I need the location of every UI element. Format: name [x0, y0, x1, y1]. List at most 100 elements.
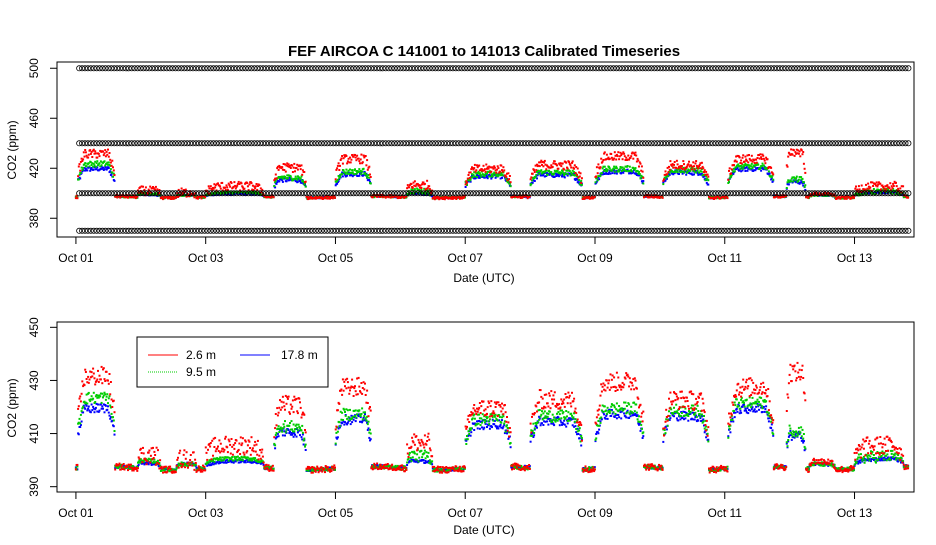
- top-series-point: [472, 176, 474, 178]
- top-series-point: [256, 183, 258, 185]
- bottom-series-point: [106, 409, 108, 411]
- top-x-tick-label: Oct 01: [58, 251, 94, 265]
- top-series-point: [729, 167, 731, 169]
- top-series-point: [802, 151, 804, 153]
- top-series-point: [622, 158, 624, 160]
- top-series-point: [844, 198, 846, 200]
- top-series-point: [623, 153, 625, 155]
- top-series-point: [486, 173, 488, 175]
- top-series-point: [854, 188, 856, 190]
- top-series-point: [530, 178, 532, 180]
- top-series-point: [300, 168, 302, 170]
- top-series-point: [507, 172, 509, 174]
- top-series-point: [500, 165, 502, 167]
- top-series-point: [794, 179, 796, 181]
- top-series-point: [676, 160, 678, 162]
- top-series-point: [762, 155, 764, 157]
- top-series-point: [99, 162, 101, 164]
- top-series-point: [683, 171, 685, 173]
- bottom-series-point: [138, 464, 140, 466]
- top-series-point: [84, 162, 86, 164]
- top-series-point: [632, 158, 634, 160]
- top-series-point: [278, 169, 280, 171]
- bottom-series-point: [97, 404, 99, 406]
- top-series-point: [483, 165, 485, 167]
- top-series-point: [87, 157, 89, 159]
- top-series-point: [221, 182, 223, 184]
- top-series-point: [794, 155, 796, 157]
- bottom-series-point: [90, 411, 92, 413]
- top-series-point: [83, 151, 85, 153]
- top-series-point: [744, 161, 746, 163]
- top-y-tick-label: 460: [27, 108, 41, 128]
- top-series-point: [601, 172, 603, 174]
- top-series-point: [287, 177, 289, 179]
- top-series-point: [254, 187, 256, 189]
- bottom-series-point: [294, 434, 296, 436]
- top-series-point: [793, 149, 795, 151]
- top-series-point: [642, 177, 644, 179]
- top-series-point: [803, 181, 805, 183]
- top-series-point: [427, 187, 429, 189]
- bottom-series-point: [245, 461, 247, 463]
- top-series-point: [757, 164, 759, 166]
- top-series-point: [695, 160, 697, 162]
- top-series-point: [474, 175, 476, 177]
- top-series-point: [581, 177, 583, 179]
- top-series-point: [792, 180, 794, 182]
- top-series-point: [635, 152, 637, 154]
- top-series-point: [480, 174, 482, 176]
- top-series-point: [751, 163, 753, 165]
- top-series-point: [787, 166, 789, 168]
- top-reference-markers: [77, 66, 911, 234]
- top-series-point: [580, 180, 582, 182]
- top-series-point: [231, 182, 233, 184]
- top-series-point: [145, 186, 147, 188]
- top-series-point: [420, 187, 422, 189]
- top-series-point: [292, 171, 294, 173]
- top-series-point: [421, 183, 423, 185]
- top-series-point: [485, 164, 487, 166]
- top-series-point: [736, 161, 738, 163]
- top-series-point: [617, 155, 619, 157]
- top-series-point: [337, 179, 339, 181]
- top-series-point: [707, 174, 709, 176]
- bottom-series-point: [303, 444, 305, 446]
- top-series-point: [724, 197, 726, 199]
- top-series-point: [786, 187, 788, 189]
- top-x-axis-label: Date (UTC): [453, 271, 514, 285]
- top-series-point: [366, 159, 368, 161]
- top-series-point: [303, 171, 305, 173]
- top-series-point: [795, 177, 797, 179]
- top-series-point: [804, 168, 806, 170]
- top-series-point: [630, 155, 632, 157]
- top-series-point: [879, 183, 881, 185]
- top-series-point: [682, 160, 684, 162]
- top-series-point: [883, 188, 885, 190]
- top-series-point: [293, 163, 295, 165]
- top-series-point: [869, 186, 871, 188]
- top-series-point: [616, 173, 618, 175]
- top-series-point: [762, 163, 764, 165]
- top-series-point: [876, 181, 878, 183]
- top-series-point: [609, 158, 611, 160]
- top-series-point: [273, 185, 275, 187]
- top-series-point: [595, 175, 597, 177]
- top-series-point: [111, 160, 113, 162]
- top-series-point: [764, 162, 766, 164]
- top-series-point: [106, 151, 108, 153]
- top-series-point: [673, 164, 675, 166]
- top-series-point: [360, 154, 362, 156]
- top-series-point: [485, 171, 487, 173]
- top-series-point: [564, 176, 566, 178]
- top-series-point: [94, 150, 96, 152]
- top-series-point: [662, 197, 664, 199]
- top-series-point: [107, 149, 109, 151]
- top-series-point: [414, 188, 416, 190]
- top-series-point: [614, 151, 616, 153]
- top-series-point: [556, 164, 558, 166]
- top-series-point: [742, 168, 744, 170]
- top-series-point: [426, 180, 428, 182]
- top-series-point: [567, 168, 569, 170]
- top-series-point: [759, 153, 761, 155]
